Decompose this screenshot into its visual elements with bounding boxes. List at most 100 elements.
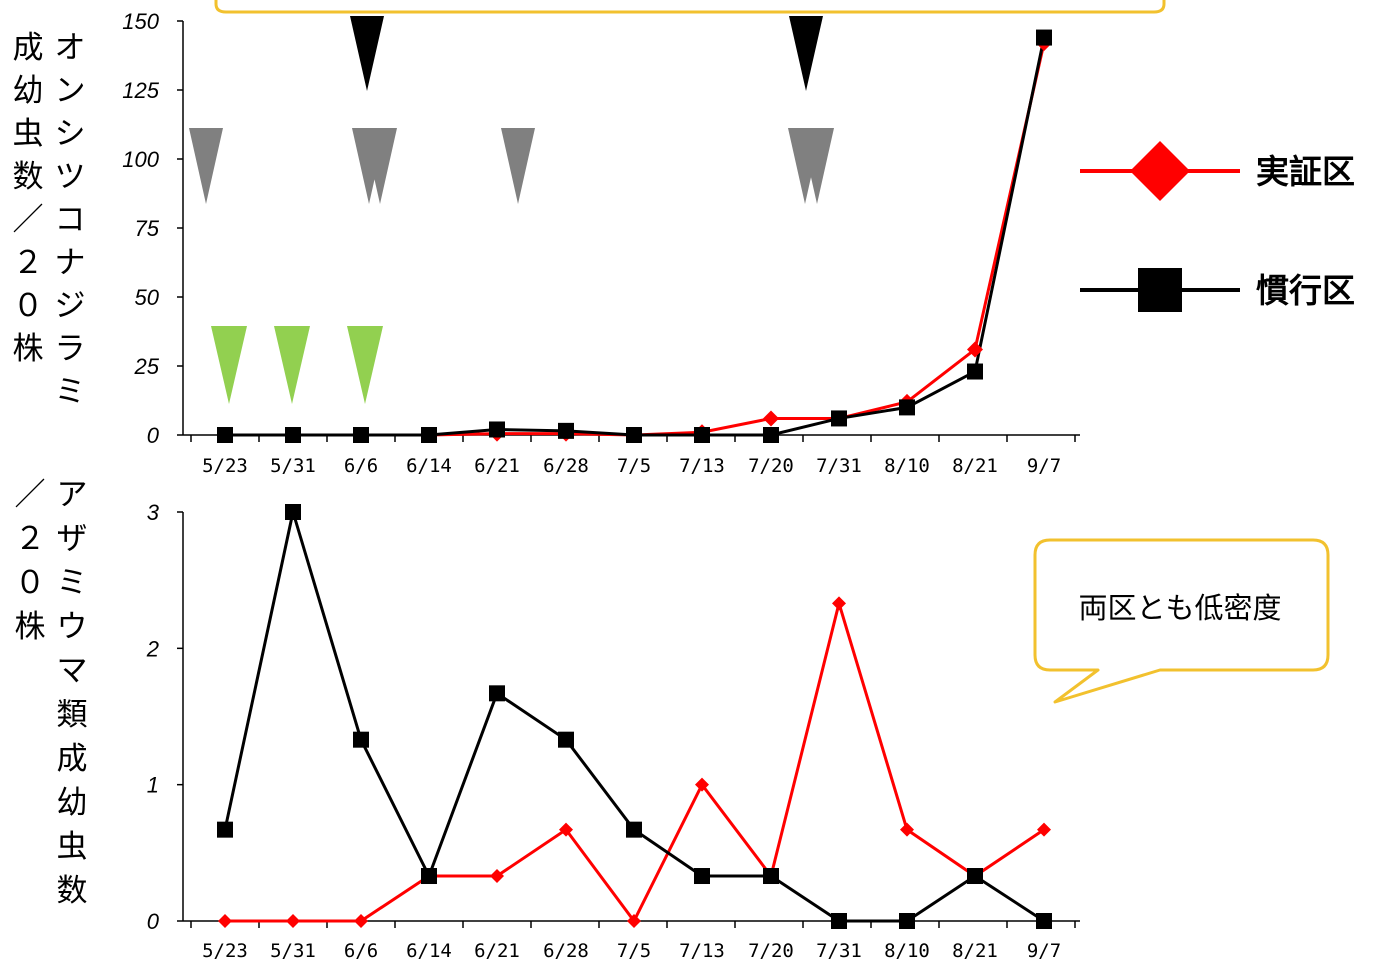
chart1-x-tick-label: 5/23 xyxy=(202,455,248,477)
chart2-x-tick-label: 9/7 xyxy=(1027,940,1061,962)
marker-green-triangle xyxy=(347,326,383,404)
chart2-ylabel-line2: ／ ２ ０ 株 xyxy=(15,477,46,645)
marker-black-triangle xyxy=(350,16,384,91)
ylabel-char: ミ xyxy=(57,565,88,601)
ylabel-char: ミ xyxy=(55,374,86,410)
legend: 実証区 慣行区 xyxy=(1080,141,1355,312)
chart1-x-tick-label: 7/31 xyxy=(816,455,862,477)
chart1-series-line-1 xyxy=(225,37,1046,437)
chart2-point-square xyxy=(353,731,369,748)
chart1-series xyxy=(217,29,1052,443)
ylabel-char: オ xyxy=(55,30,86,66)
chart2-x-tick-label: 8/21 xyxy=(952,940,998,962)
chart1-point-square xyxy=(626,427,642,443)
chart2-x-tick-label: 6/28 xyxy=(543,940,589,962)
chart1-x-tick-label: 6/6 xyxy=(344,455,378,477)
ylabel-char: ２ xyxy=(13,245,44,281)
chart1-point-square xyxy=(899,399,915,416)
chart2-point-diamond xyxy=(286,914,300,928)
chart1-x-tick-label: 5/31 xyxy=(270,455,316,477)
ylabel-char: 幼 xyxy=(57,785,88,821)
chart1-axes: 0 25 50 75 100 125 150 5/23 5/31 6/6 6/14 6/21 6/28 7… xyxy=(122,9,1080,477)
ylabel-char: 幼 xyxy=(13,73,44,109)
legend-label-kanko: 慣行区 xyxy=(1256,271,1355,310)
ylabel-char: ザ xyxy=(57,521,88,557)
chart2-x-tick-label: 7/20 xyxy=(748,940,794,962)
chart2-point-diamond xyxy=(490,869,504,884)
chart2-point-square xyxy=(831,913,847,929)
chart2-point-square xyxy=(285,504,301,520)
chart1-point-square xyxy=(489,421,505,438)
chart1-point-square xyxy=(831,410,847,427)
chart2-point-square xyxy=(1036,913,1052,929)
ylabel-char: 株 xyxy=(15,609,46,645)
ylabel-char: ナ xyxy=(55,245,86,281)
chart2-x-tick-label: 7/13 xyxy=(679,940,725,962)
ylabel-char: 数 xyxy=(13,159,44,195)
ylabel-char: ／ xyxy=(13,202,44,238)
chart2-x-tick-label: 5/31 xyxy=(270,940,316,962)
marker-black-triangle xyxy=(789,16,823,91)
chart1-y-tick-label: 50 xyxy=(135,285,160,310)
chart2-series-line-0 xyxy=(225,597,1045,924)
chart2-point-diamond xyxy=(559,822,573,837)
ylabel-char: 数 xyxy=(57,873,88,909)
legend-square-marker xyxy=(1138,268,1182,312)
marker-gray-triangle xyxy=(189,128,223,204)
chart2-point-square xyxy=(899,913,915,929)
ylabel-char: ／ xyxy=(15,477,46,513)
chart1-point-square xyxy=(285,427,301,443)
chart1-y-tick-label: 100 xyxy=(122,147,159,172)
ylabel-char: ア xyxy=(57,477,88,513)
marker-green-triangle xyxy=(211,326,247,404)
legend-diamond-marker xyxy=(1130,141,1190,201)
chart2-point-diamond xyxy=(354,914,368,928)
chart1-y-tick-label: 125 xyxy=(122,78,159,103)
chart1-point-square xyxy=(967,363,983,380)
ylabel-char: ２ xyxy=(15,521,46,557)
ylabel-char: ウ xyxy=(57,609,88,645)
chart2-point-diamond xyxy=(832,596,846,611)
chart1-point-square xyxy=(353,427,369,443)
callout-text: 両区とも低密度 xyxy=(1078,591,1281,625)
top-callout-fragment xyxy=(214,0,1166,14)
chart2-thrips: 0 1 2 3 5/23 5/31 6/6 6/14 6/21 6/28 7/5 7/13 7/20 7/… xyxy=(146,500,1080,962)
chart2-point-square xyxy=(217,821,233,838)
chart1-x-tick-label: 7/20 xyxy=(748,455,794,477)
ylabel-char: コ xyxy=(55,202,86,238)
chart2-y-tick-label: 1 xyxy=(147,773,159,798)
chart2-x-tick-label: 5/23 xyxy=(202,940,248,962)
marker-green-triangle xyxy=(274,326,310,404)
chart1-x-tick-label: 7/5 xyxy=(617,455,651,477)
chart1-x-tick-label: 8/10 xyxy=(884,455,930,477)
chart1-y-tick-label: 25 xyxy=(134,354,160,379)
ylabel-char: 成 xyxy=(13,30,44,66)
chart2-point-square xyxy=(694,868,710,885)
ylabel-char: ０ xyxy=(15,565,46,601)
chart2-point-square xyxy=(967,868,983,885)
chart1-point-square xyxy=(694,427,710,443)
chart2-point-square xyxy=(421,868,437,885)
ylabel-char: 虫 xyxy=(13,116,44,152)
ylabel-char: ジ xyxy=(55,288,86,324)
chart2-x-tick-label: 6/6 xyxy=(344,940,378,962)
chart2-y-tick-label: 3 xyxy=(147,500,160,525)
chart1-x-tick-label: 6/14 xyxy=(406,455,452,477)
chart2-point-diamond xyxy=(218,914,232,928)
chart2-series-line-1 xyxy=(223,511,1045,923)
chart2-point-square xyxy=(763,868,779,885)
chart1-point-square xyxy=(217,427,233,443)
chart1-point-square xyxy=(763,427,779,443)
chart1-point-diamond xyxy=(967,341,983,358)
marker-gray-triangle xyxy=(363,128,397,204)
ylabel-char: ン xyxy=(55,73,86,109)
ylabel-char: ０ xyxy=(13,288,44,324)
chart2-y-tick-label: 0 xyxy=(147,909,160,934)
chart2-point-diamond xyxy=(627,914,641,928)
chart1-y-tick-label: 75 xyxy=(135,216,160,241)
chart1-point-square xyxy=(558,422,574,439)
